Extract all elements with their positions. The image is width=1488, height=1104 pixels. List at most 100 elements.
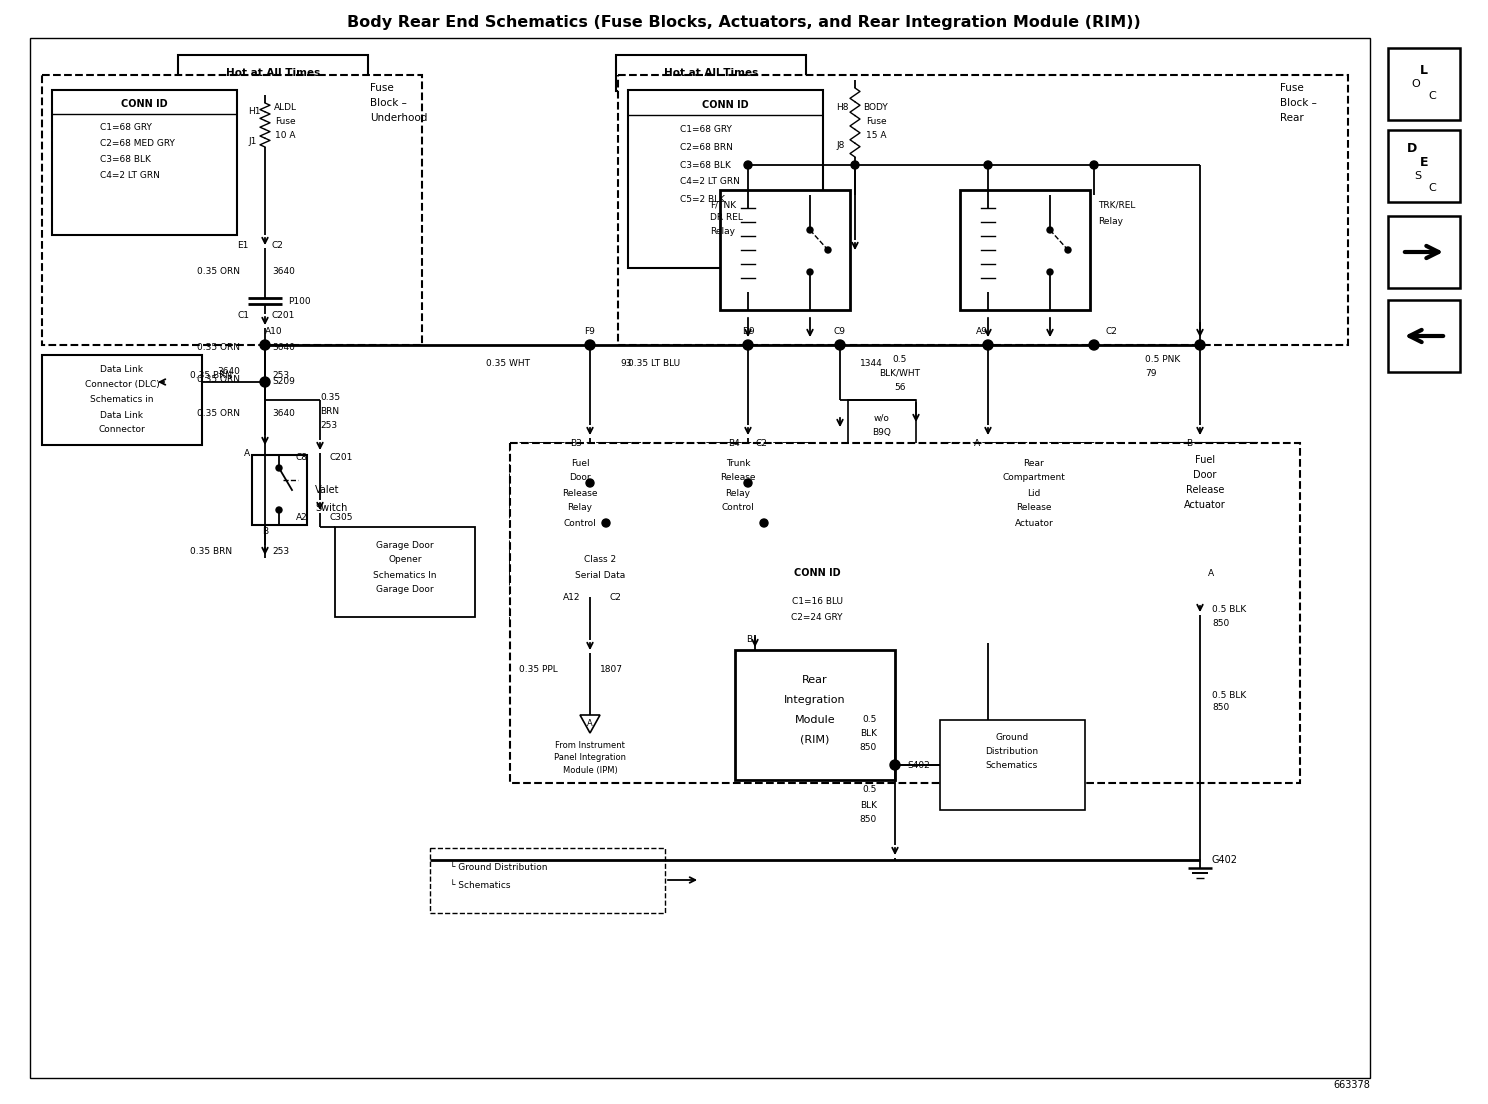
Text: S: S [1415,171,1421,181]
Text: E1: E1 [237,241,248,250]
Bar [960,190,1091,310]
Text: 0.35 PPL: 0.35 PPL [519,666,558,675]
Bar [42,75,423,344]
Text: 0.35 ORN: 0.35 ORN [196,375,240,384]
Text: Switch: Switch [315,503,347,513]
Text: 56: 56 [894,382,906,392]
Text: Release: Release [1016,503,1052,512]
Circle shape [743,340,753,350]
Bar [42,355,202,445]
Bar [668,443,808,623]
Bar [179,55,368,91]
Text: 0.35: 0.35 [320,393,341,402]
Text: C3=68 BLK: C3=68 BLK [680,160,731,170]
Text: 253: 253 [272,546,289,555]
Bar [628,91,823,268]
Text: C4=2 LT GRN: C4=2 LT GRN [100,170,159,180]
Text: 0.35 BRN: 0.35 BRN [190,371,232,380]
Circle shape [1065,247,1071,253]
Circle shape [760,519,768,527]
Circle shape [744,161,751,169]
Text: 3640: 3640 [217,368,240,376]
Text: Trunk: Trunk [726,458,750,467]
Text: Distribution: Distribution [985,747,1039,756]
Text: 1344: 1344 [860,359,882,368]
Text: F9: F9 [585,327,595,336]
Text: Compartment: Compartment [1003,474,1065,482]
Circle shape [806,227,812,233]
Text: 850: 850 [860,816,876,825]
Text: Underhood: Underhood [371,113,427,123]
Text: 93: 93 [620,359,631,368]
Text: BLK/WHT: BLK/WHT [879,369,921,378]
Text: 850: 850 [1213,703,1229,712]
Text: Control: Control [722,503,754,512]
Bar [616,55,806,91]
Circle shape [260,340,269,350]
Text: C9: C9 [833,327,847,336]
Text: Fuse: Fuse [275,117,295,127]
Text: Control: Control [564,519,597,528]
Text: 0.5: 0.5 [863,715,876,724]
Bar [940,720,1085,810]
Circle shape [806,269,812,275]
Text: C2=24 GRY: C2=24 GRY [792,613,842,622]
Text: Class 2: Class 2 [583,555,616,564]
Text: 1807: 1807 [600,666,623,675]
Text: Actuator: Actuator [1184,500,1226,510]
Text: Rear: Rear [1024,458,1045,467]
Text: 253: 253 [272,371,289,380]
Text: C1: C1 [238,311,250,320]
Text: Block –: Block – [1280,98,1317,108]
Circle shape [1048,269,1054,275]
Text: Rear: Rear [1280,113,1303,123]
Text: Door: Door [570,474,591,482]
Circle shape [744,479,751,487]
Text: A: A [973,438,981,447]
Bar [735,650,894,781]
Text: B: B [1186,438,1192,447]
Text: D9: D9 [741,327,754,336]
Circle shape [1089,340,1100,350]
Bar [618,75,1348,344]
Text: A: A [1208,569,1214,577]
Text: └ Schematics: └ Schematics [449,881,510,891]
Text: S209: S209 [272,378,295,386]
Text: 79: 79 [1144,369,1156,378]
Text: Schematics In: Schematics In [373,571,437,580]
Text: From Instrument: From Instrument [555,741,625,750]
Bar [1388,47,1460,120]
Text: A12: A12 [562,593,580,602]
Text: A2: A2 [296,512,308,521]
Text: Door: Door [1193,470,1217,480]
Text: Module: Module [795,715,835,725]
Text: C2: C2 [1106,327,1117,336]
Text: Serial Data: Serial Data [574,571,625,580]
Text: CONN ID: CONN ID [793,567,841,578]
Circle shape [835,340,845,350]
Text: 3640: 3640 [272,343,295,352]
Text: Hot at All Times: Hot at All Times [226,68,320,78]
Text: 15 A: 15 A [866,131,887,140]
Text: C2: C2 [756,438,768,447]
Text: L: L [1420,64,1428,76]
Text: Connector: Connector [98,425,146,435]
Text: E: E [1420,156,1428,169]
Text: Fuse: Fuse [866,117,887,127]
Circle shape [1048,227,1054,233]
Text: C8: C8 [296,453,308,461]
Text: A: A [588,719,592,728]
Text: Fuel: Fuel [1195,455,1216,465]
Text: 3640: 3640 [272,267,295,276]
Circle shape [1091,161,1098,169]
Bar [52,91,237,235]
Text: Ground: Ground [995,733,1028,743]
Text: C1=16 BLU: C1=16 BLU [792,596,842,605]
Text: C1=68 GRY: C1=68 GRY [100,123,152,131]
Text: 0.5 PNK: 0.5 PNK [1144,354,1180,363]
Text: 0.35 BRN: 0.35 BRN [190,546,232,555]
Text: O: O [1412,79,1421,89]
Text: C4=2 LT GRN: C4=2 LT GRN [680,178,740,187]
Text: Relay: Relay [710,226,735,235]
Bar [720,190,850,310]
